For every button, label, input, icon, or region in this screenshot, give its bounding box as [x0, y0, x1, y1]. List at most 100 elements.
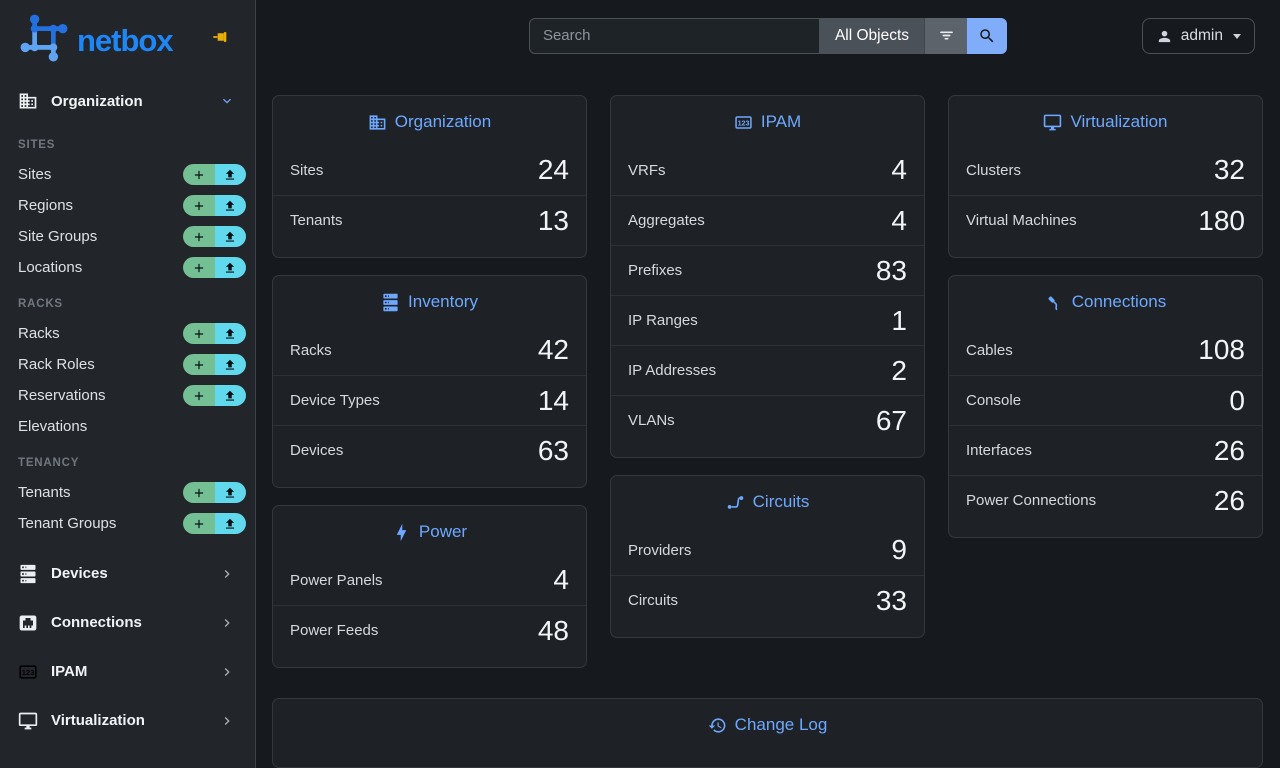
stat-row-virtual-machines[interactable]: Virtual Machines 180 [949, 195, 1262, 245]
sidebar-item-tenants[interactable]: Tenants [0, 477, 255, 508]
stat-row-vrfs[interactable]: VRFs 4 [611, 145, 924, 195]
sidebar-item-elevations[interactable]: Elevations [0, 411, 255, 442]
stat-value: 48 [537, 614, 569, 646]
add-button[interactable] [183, 513, 215, 534]
import-button[interactable] [214, 385, 246, 406]
sidebar-item-reservations[interactable]: Reservations [0, 380, 255, 411]
stat-row-power-panels[interactable]: Power Panels 4 [273, 555, 586, 605]
card-title[interactable]: Change Log [734, 715, 828, 734]
sidebar-item-label[interactable]: Tenant Groups [18, 515, 117, 532]
chevron-right-icon [219, 615, 235, 631]
add-button[interactable] [183, 164, 215, 185]
card-title[interactable]: Virtualization [1070, 112, 1168, 131]
card-title[interactable]: Circuits [752, 492, 810, 511]
stat-row-aggregates[interactable]: Aggregates 4 [611, 195, 924, 245]
import-button[interactable] [214, 354, 246, 375]
stat-row-ip-addresses[interactable]: IP Addresses 2 [611, 345, 924, 395]
card-title[interactable]: Connections [1071, 292, 1167, 311]
import-button[interactable] [214, 226, 246, 247]
add-button[interactable] [183, 385, 215, 406]
stat-row-circuits[interactable]: Circuits 33 [611, 575, 924, 625]
add-button[interactable] [183, 482, 215, 503]
stat-row-tenants[interactable]: Tenants 13 [273, 195, 586, 245]
monitor-icon [18, 711, 38, 731]
filter-button[interactable] [924, 17, 968, 54]
sidebar-item-label[interactable]: Regions [18, 197, 74, 214]
card-title[interactable]: IPAM [760, 112, 802, 131]
add-button[interactable] [183, 323, 215, 344]
import-button[interactable] [214, 482, 246, 503]
sidebar-item-label[interactable]: Tenants [18, 484, 71, 501]
import-button[interactable] [214, 164, 246, 185]
stat-row-console[interactable]: Console 0 [949, 375, 1262, 425]
sidebar-menu-devices[interactable]: Devices [0, 549, 255, 598]
sidebar-item-label[interactable]: Rack Roles [18, 356, 95, 373]
import-button[interactable] [214, 323, 246, 344]
sidebar-item-tenant-groups[interactable]: Tenant Groups [0, 508, 255, 539]
add-button[interactable] [183, 195, 215, 216]
add-button[interactable] [183, 226, 215, 247]
search-button[interactable] [967, 17, 1008, 54]
stat-label: Device Types [290, 392, 380, 409]
sidebar-collapsed-menus: Devices Connections IPAM Virtualization [0, 549, 255, 745]
sidebar-item-label[interactable]: Sites [18, 166, 52, 183]
stat-row-device-types[interactable]: Device Types 14 [273, 375, 586, 425]
stat-value: 4 [891, 204, 907, 236]
sidebar-menu-label: IPAM [51, 663, 88, 680]
sidebar-item-label[interactable]: Locations [18, 259, 83, 276]
sidebar-item-locations[interactable]: Locations [0, 252, 255, 283]
stat-label: Providers [628, 541, 692, 559]
cable-icon [1045, 293, 1064, 312]
stat-label: Power Connections [966, 492, 1097, 509]
sidebar-item-label[interactable]: Reservations [18, 387, 106, 404]
sidebar-menu-virtualization[interactable]: Virtualization [0, 696, 255, 745]
stat-row-providers[interactable]: Providers 9 [611, 525, 924, 575]
search-input[interactable] [528, 17, 820, 54]
sidebar-item-rack-roles[interactable]: Rack Roles [0, 349, 255, 380]
stat-row-devices[interactable]: Devices 63 [273, 425, 586, 475]
sidebar-menu-organization[interactable]: Organization [0, 78, 255, 124]
card-header: Inventory [273, 276, 586, 325]
stat-row-racks[interactable]: Racks 42 [273, 325, 586, 375]
search-icon [978, 27, 996, 45]
search-scope-button[interactable]: All Objects [819, 17, 925, 54]
user-menu-button[interactable]: admin [1141, 18, 1255, 54]
import-button[interactable] [214, 513, 246, 534]
add-button[interactable] [183, 257, 215, 278]
stat-row-power-feeds[interactable]: Power Feeds 48 [273, 605, 586, 655]
card-circuits: Circuits Providers 9 Circuits 33 [610, 475, 925, 638]
import-button[interactable] [214, 195, 246, 216]
sidebar-menu-connections[interactable]: Connections [0, 598, 255, 647]
card-title[interactable]: Power [418, 522, 468, 541]
sidebar-item-racks[interactable]: Racks [0, 318, 255, 349]
plus-icon [192, 199, 206, 213]
sidebar-section: SITES Sites Regions Site Groups [0, 124, 255, 283]
stat-row-clusters[interactable]: Clusters 32 [949, 145, 1262, 195]
card-title[interactable]: Inventory [408, 292, 478, 311]
sidebar-item-site-groups[interactable]: Site Groups [0, 221, 255, 252]
sidebar-item-sites[interactable]: Sites [0, 159, 255, 190]
netbox-logo-icon[interactable] [18, 13, 70, 68]
sidebar-section-heading: TENANCY [18, 457, 80, 469]
stat-row-sites[interactable]: Sites 24 [273, 145, 586, 195]
stat-row-cables[interactable]: Cables 108 [949, 325, 1262, 375]
sidebar-item-label[interactable]: Racks [18, 325, 60, 342]
stat-label: Sites [290, 161, 324, 179]
stat-row-vlans[interactable]: VLANs 67 [611, 395, 924, 445]
add-button[interactable] [183, 354, 215, 375]
sidebar-item-label[interactable]: Site Groups [18, 228, 98, 245]
stat-row-power-connections[interactable]: Power Connections 26 [949, 475, 1262, 525]
netbox-logo-text[interactable]: netbox [77, 22, 174, 58]
stat-row-interfaces[interactable]: Interfaces 26 [949, 425, 1262, 475]
sidebar-item-label[interactable]: Elevations [18, 418, 88, 435]
dashboard-column: Organization Sites 24 Tenants 13 Invento… [272, 95, 587, 668]
import-button[interactable] [214, 257, 246, 278]
pin-sidebar-button[interactable] [211, 27, 231, 50]
sidebar-item-regions[interactable]: Regions [0, 190, 255, 221]
card-header: Power [273, 506, 586, 555]
stat-row-prefixes[interactable]: Prefixes 83 [611, 245, 924, 295]
stat-value: 26 [1213, 484, 1245, 516]
sidebar-menu-ipam[interactable]: IPAM [0, 647, 255, 696]
card-title[interactable]: Organization [394, 112, 492, 131]
stat-row-ip-ranges[interactable]: IP Ranges 1 [611, 295, 924, 345]
